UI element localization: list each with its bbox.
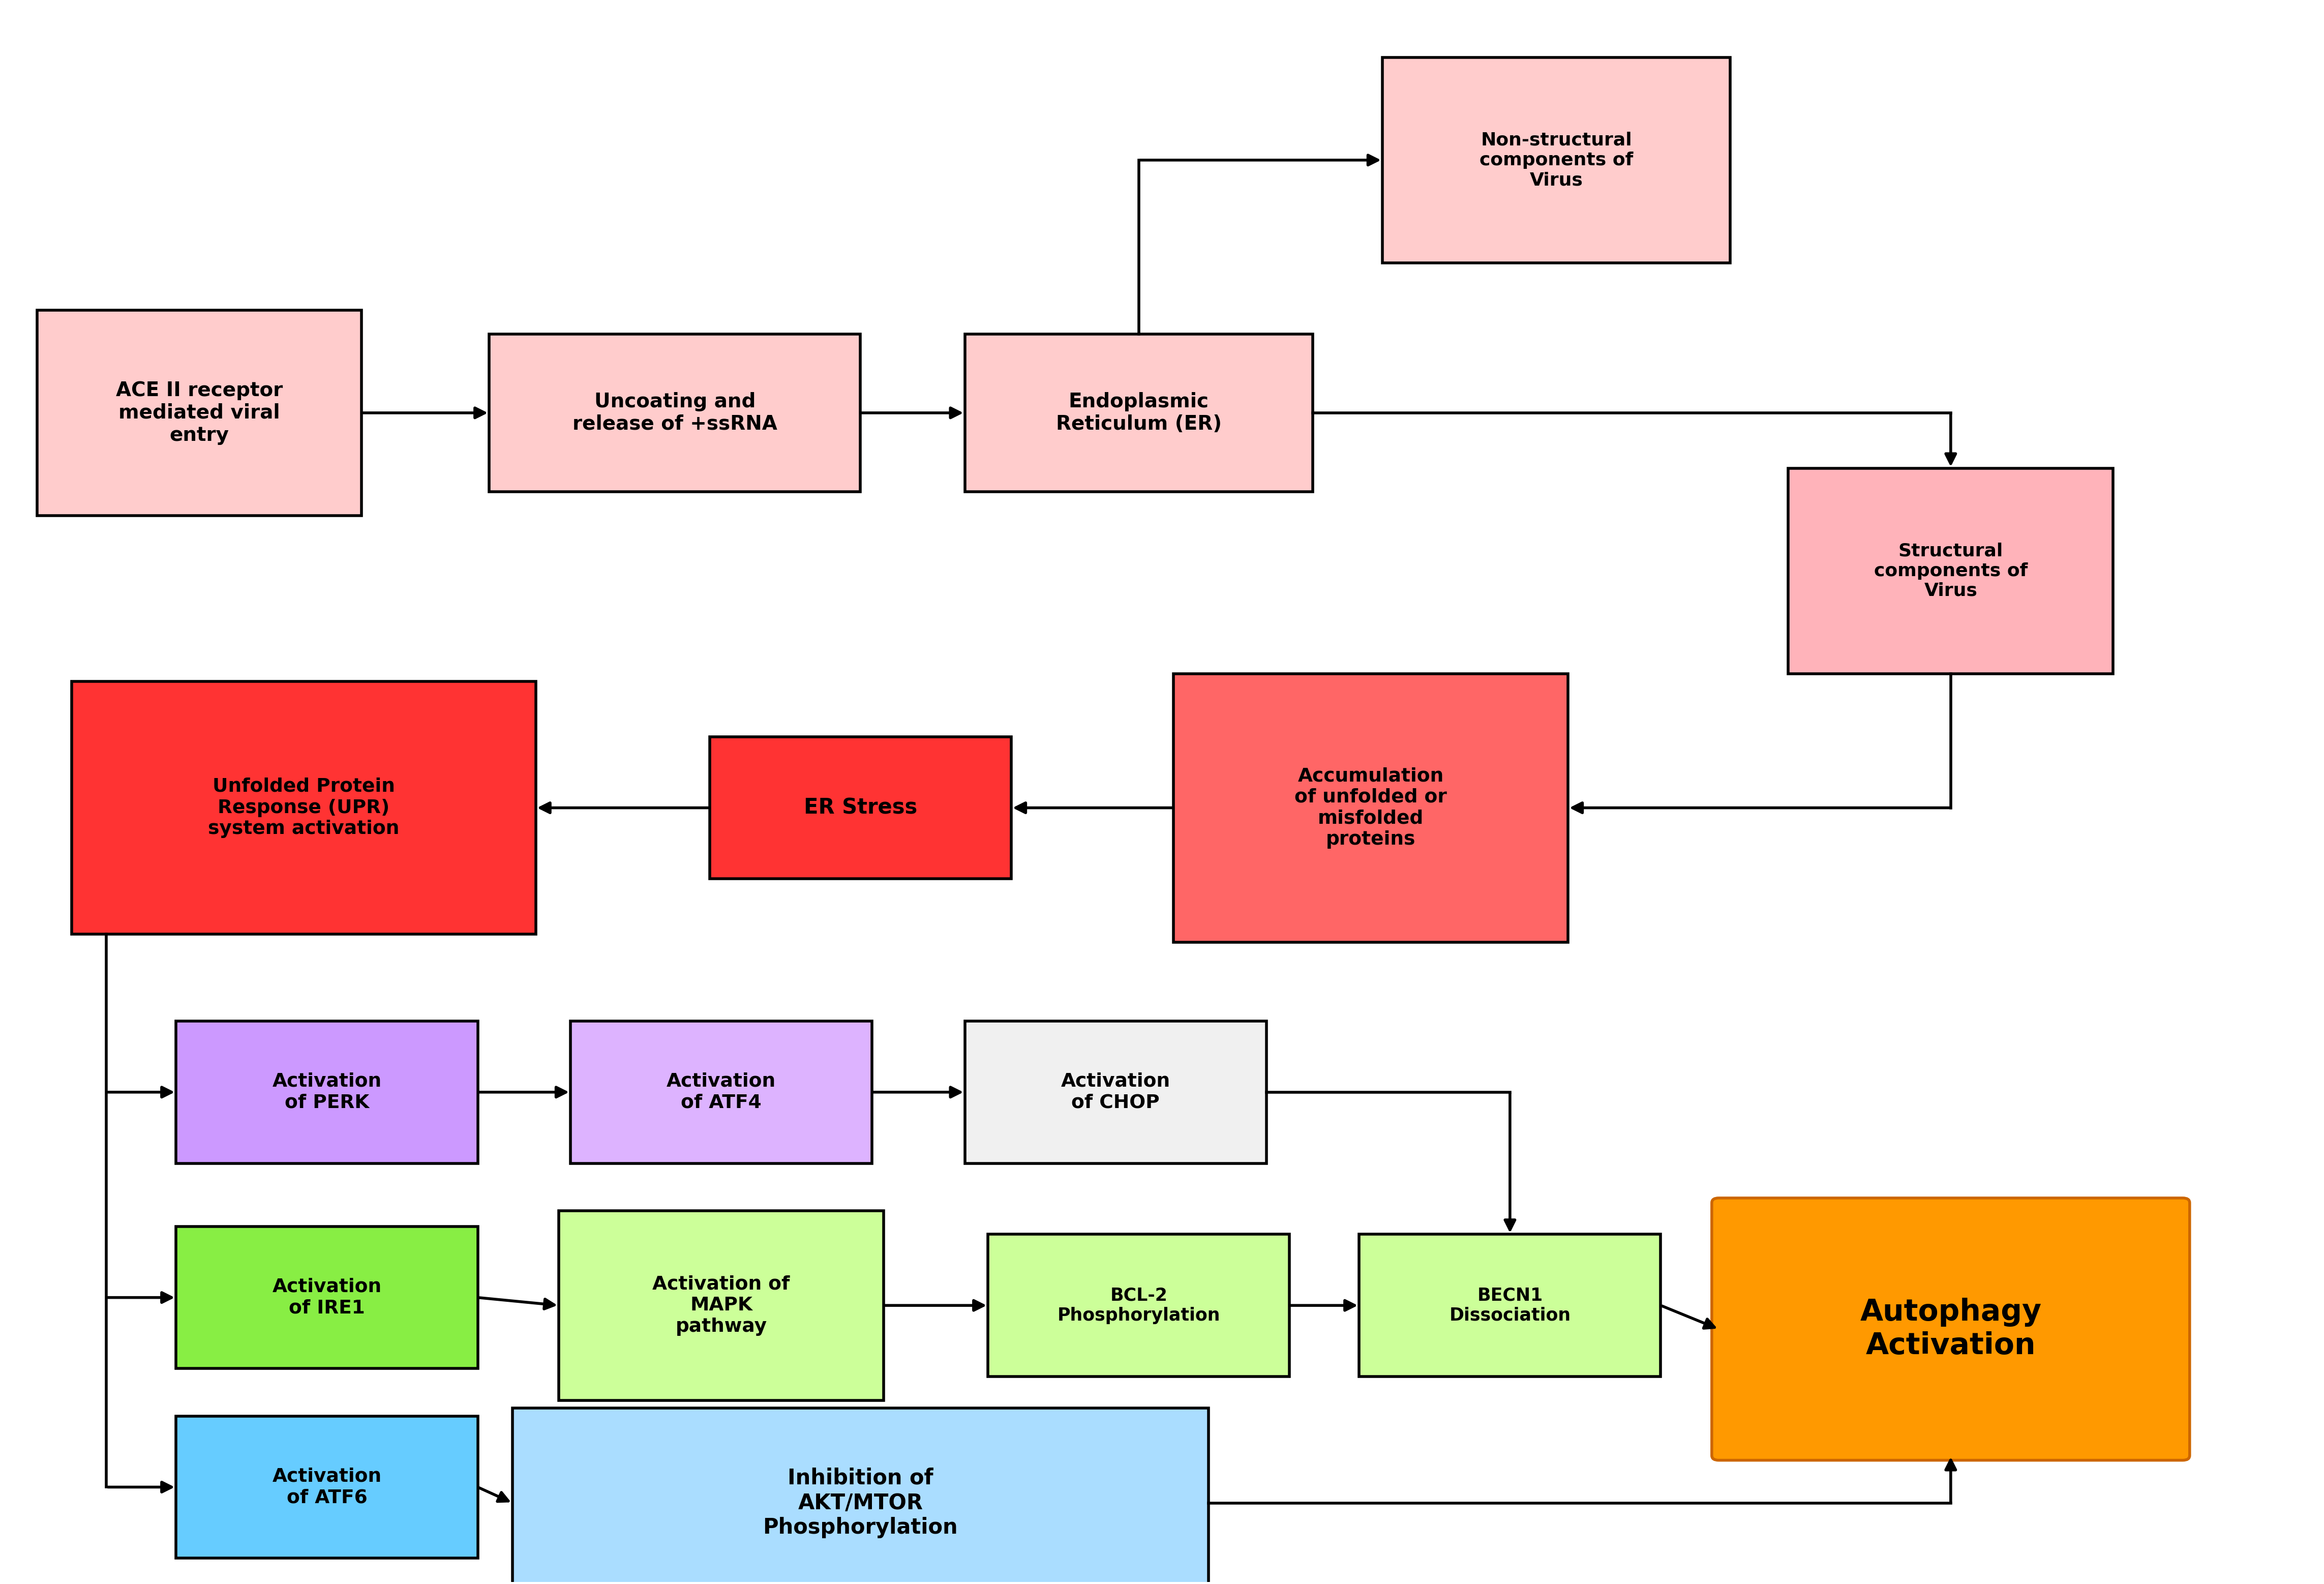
Text: Activation
of CHOP: Activation of CHOP [1062,1072,1171,1112]
Text: Activation
of IRE1: Activation of IRE1 [272,1278,381,1318]
FancyBboxPatch shape [964,1022,1267,1163]
FancyBboxPatch shape [72,681,535,935]
FancyBboxPatch shape [1383,57,1731,263]
Text: Activation
of ATF4: Activation of ATF4 [667,1072,776,1112]
FancyBboxPatch shape [988,1234,1290,1376]
Text: Structural
components of
Virus: Structural components of Virus [1873,542,2027,599]
FancyBboxPatch shape [177,1416,479,1559]
FancyBboxPatch shape [558,1210,883,1400]
Text: ACE II receptor
mediated viral
entry: ACE II receptor mediated viral entry [116,380,284,445]
Text: Accumulation
of unfolded or
misfolded
proteins: Accumulation of unfolded or misfolded pr… [1294,767,1448,849]
FancyBboxPatch shape [569,1022,872,1163]
Text: Unfolded Protein
Response (UPR)
system activation: Unfolded Protein Response (UPR) system a… [209,778,400,838]
Text: Endoplasmic
Reticulum (ER): Endoplasmic Reticulum (ER) [1055,391,1222,434]
Text: BCL-2
Phosphorylation: BCL-2 Phosphorylation [1057,1286,1220,1324]
FancyBboxPatch shape [177,1022,479,1163]
FancyBboxPatch shape [964,334,1313,493]
FancyBboxPatch shape [1713,1198,2189,1460]
FancyBboxPatch shape [37,310,363,515]
Text: ER Stress: ER Stress [804,797,918,819]
Text: Activation of
MAPK
pathway: Activation of MAPK pathway [653,1275,790,1335]
Text: Inhibition of
AKT/MTOR
Phosphorylation: Inhibition of AKT/MTOR Phosphorylation [762,1467,957,1538]
Text: Non-structural
components of
Virus: Non-structural components of Virus [1480,131,1634,188]
FancyBboxPatch shape [1174,673,1569,942]
FancyBboxPatch shape [490,334,860,493]
Text: BECN1
Dissociation: BECN1 Dissociation [1450,1286,1571,1324]
Text: Activation
of ATF6: Activation of ATF6 [272,1467,381,1506]
Text: Activation
of PERK: Activation of PERK [272,1072,381,1112]
FancyBboxPatch shape [1789,469,2113,673]
FancyBboxPatch shape [709,737,1011,879]
FancyBboxPatch shape [1360,1234,1662,1376]
FancyBboxPatch shape [514,1408,1208,1584]
Text: Autophagy
Activation: Autophagy Activation [1859,1297,2040,1361]
Text: Uncoating and
release of +ssRNA: Uncoating and release of +ssRNA [572,391,776,434]
FancyBboxPatch shape [177,1226,479,1369]
